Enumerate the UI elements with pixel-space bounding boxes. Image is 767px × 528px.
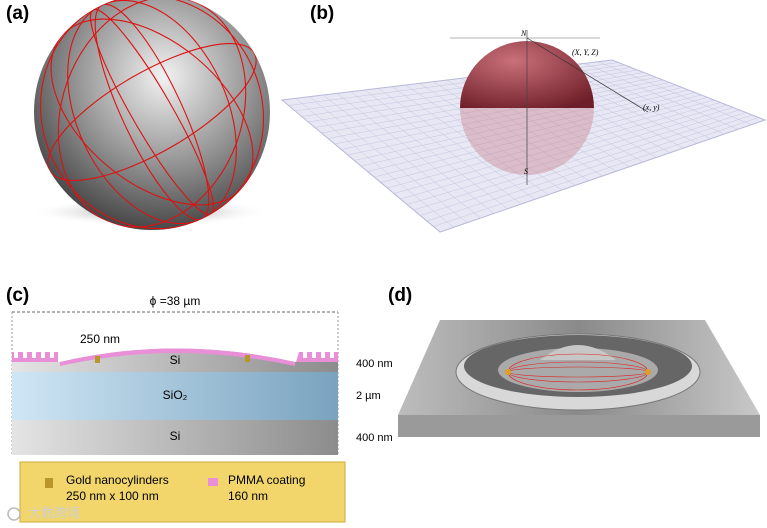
point-label: (X, Y, Z): [572, 48, 599, 57]
grid-line: [598, 61, 752, 125]
watermark-logo: [7, 507, 21, 521]
grid-line: [570, 64, 725, 135]
grid-line: [420, 112, 746, 216]
panel-label: (d): [388, 285, 412, 306]
north-label: N: [520, 29, 527, 38]
sio2-layer: [12, 372, 338, 420]
disk: [498, 348, 658, 392]
panel-label: (a): [6, 3, 29, 24]
panel-label: (b): [310, 3, 334, 24]
dome: [540, 345, 616, 360]
legend-swatch: [208, 478, 218, 486]
gap-label: 250 nm: [80, 332, 120, 346]
diameter-label: ϕ =38 µm: [150, 294, 201, 308]
thickness-label: 2 µm: [356, 390, 381, 402]
legend-text: Gold nanocylinders: [66, 473, 169, 487]
watermark: 大数跨境: [28, 505, 80, 520]
legend-text: 160 nm: [228, 489, 268, 503]
panel-label: (c): [6, 285, 29, 306]
layer-label: SiO₂: [163, 388, 188, 402]
thickness-label: 400 nm: [356, 358, 393, 370]
si-top: [12, 348, 338, 372]
grid-line: [584, 63, 739, 130]
gold-nanocylinder: [95, 356, 100, 363]
grid-line: [426, 114, 753, 222]
layer-label: Si: [170, 429, 181, 443]
point-label: (x, y): [643, 103, 660, 112]
legend: [19, 461, 346, 523]
sphere: [34, 0, 270, 230]
projection-line: [526, 37, 649, 113]
grating: [12, 352, 338, 362]
legend-swatch: [45, 478, 53, 488]
legend-text: 250 nm x 100 nm: [66, 489, 159, 503]
gold-particle: [505, 369, 511, 375]
grid-line: [413, 109, 740, 211]
plate-edge: [398, 415, 760, 437]
south-label: S: [524, 167, 528, 176]
thickness-label: 400 nm: [356, 432, 393, 444]
gold-nanocylinder: [245, 355, 250, 362]
pmma-coating: [60, 348, 295, 366]
legend-text: PMMA coating: [228, 473, 305, 487]
layer-label: Si: [170, 353, 181, 367]
grid-line: [433, 117, 759, 227]
gold-particle: [645, 369, 651, 375]
si-bottom: [12, 420, 338, 455]
